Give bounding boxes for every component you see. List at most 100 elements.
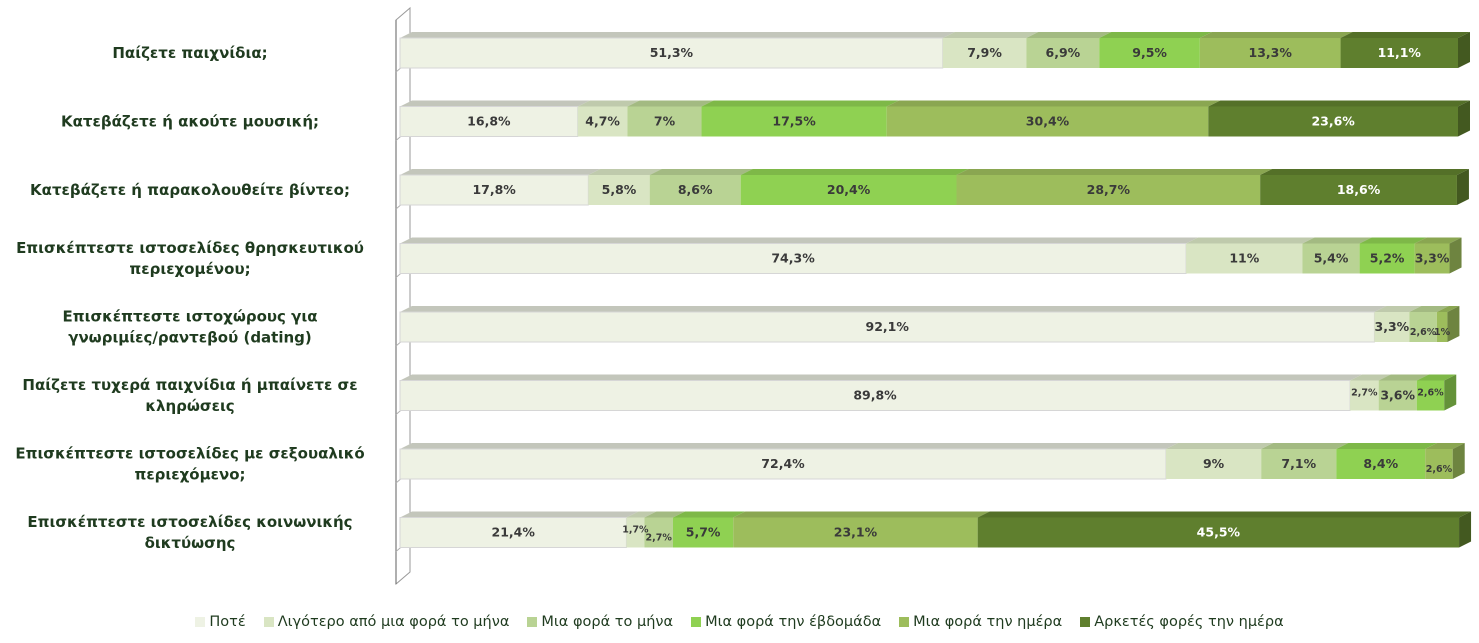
bar-segment-top bbox=[1261, 443, 1349, 449]
legend-swatch bbox=[691, 617, 702, 627]
bar-segment bbox=[649, 175, 741, 205]
category-label-line: Κατεβάζετε ή παρακολουθείτε βίντεο; bbox=[30, 181, 350, 199]
bar-segment-side bbox=[1458, 100, 1470, 137]
bar-segment-top bbox=[1359, 237, 1427, 244]
legend-label: Λιγότερο από μια φορά το μήνα bbox=[277, 614, 510, 630]
data-label: 6,9% bbox=[1046, 45, 1081, 60]
bar-segment bbox=[1340, 38, 1458, 68]
data-label: 51,3% bbox=[650, 45, 694, 60]
bar-segment-side bbox=[1459, 511, 1472, 548]
data-label: 2,6% bbox=[1410, 327, 1437, 338]
bar-segment-top bbox=[672, 511, 746, 518]
bar-segment-top bbox=[1302, 237, 1372, 244]
bar-segment-top bbox=[1165, 443, 1274, 449]
bar-segment bbox=[956, 175, 1261, 205]
data-label: 8,6% bbox=[678, 182, 713, 197]
data-label: 5,8% bbox=[602, 182, 637, 197]
data-label: 21,4% bbox=[492, 525, 536, 540]
category-label-line: γνωριμίες/ραντεβού (dating) bbox=[68, 329, 312, 347]
bar-segment-top bbox=[400, 237, 1199, 244]
data-label: 3,3% bbox=[1375, 319, 1410, 334]
legend-item: Μια φορά το μήνα bbox=[527, 614, 673, 630]
bar-segment bbox=[1199, 38, 1341, 68]
value-labels: 51,3% 7,9% 6,9% 9,5% 13,3% 11,1% 16,8% 4,7% 7% 17… bbox=[467, 45, 1452, 544]
bar-segment-top bbox=[1186, 237, 1315, 244]
bar-segment bbox=[588, 175, 650, 205]
category-labels: Παίζετε παιχνίδια; Κατεβάζετε ή ακούτε μο… bbox=[15, 44, 364, 552]
category-label: Κατεβάζετε ή ακούτε μουσική; bbox=[61, 113, 319, 131]
data-label: 28,7% bbox=[1087, 182, 1131, 197]
bar-segment-top bbox=[701, 100, 899, 107]
category-label: Επισκέπτεστε ιστοσελίδες κοινωνικής δικτύ… bbox=[27, 513, 352, 552]
bar-segment-top bbox=[1414, 237, 1462, 244]
legend-item: Λιγότερο από μια φορά το μήνα bbox=[263, 614, 510, 630]
category-label: Επισκέπτεστε ιστοχώρους για γνωριμίες/ραν… bbox=[62, 308, 317, 347]
legend-swatch bbox=[195, 617, 206, 627]
bar-segment bbox=[399, 106, 579, 137]
data-label: 13,3% bbox=[1249, 45, 1293, 60]
category-label-line: Κατεβάζετε ή ακούτε μουσική; bbox=[61, 113, 319, 131]
data-label: 4,7% bbox=[585, 114, 620, 129]
category-label: Επισκέπτεστε ιστοσελίδες με σεξουαλικό πε… bbox=[15, 445, 364, 484]
bar-segment-top bbox=[649, 169, 753, 175]
category-label: Παίζετε παιχνίδια; bbox=[112, 44, 267, 62]
bar-segment bbox=[1099, 38, 1200, 68]
category-label-line: Παίζετε τυχερά παιχνίδια ή μπαίνετε σε bbox=[22, 376, 357, 394]
data-label: 11,1% bbox=[1378, 45, 1422, 60]
legend-swatch bbox=[899, 617, 910, 627]
data-label: 7,9% bbox=[967, 45, 1002, 60]
data-label: 2,6% bbox=[1417, 388, 1444, 399]
legend-label: Μια φορά το μήνα bbox=[541, 614, 674, 630]
bar-segment-top bbox=[1350, 374, 1391, 381]
bar-segment-side bbox=[1447, 306, 1460, 342]
data-label: 9% bbox=[1203, 456, 1225, 471]
data-label: 2,7% bbox=[1351, 388, 1378, 399]
bar-segment-top bbox=[588, 169, 662, 175]
bar-segment-top bbox=[1026, 32, 1112, 38]
bar-segment-top bbox=[400, 511, 639, 518]
data-label: 89,8% bbox=[853, 388, 897, 403]
bar-segment-top bbox=[1436, 306, 1460, 312]
bar-segment bbox=[1374, 312, 1410, 342]
category-label-line: Επισκέπτεστε ιστοσελίδες κοινωνικής bbox=[27, 513, 352, 531]
data-label: 9,5% bbox=[1132, 45, 1167, 60]
bar-segment bbox=[399, 380, 1351, 411]
data-label: 30,4% bbox=[1026, 114, 1070, 129]
category-label-line: Επισκέπτεστε ιστοσελίδες με σεξουαλικό bbox=[15, 445, 364, 463]
bar-segment bbox=[644, 517, 673, 548]
bars bbox=[399, 32, 1472, 548]
legend-label: Αρκετές φορές την ημέρα bbox=[1094, 614, 1284, 630]
data-label: 72,4% bbox=[761, 456, 805, 471]
bar-segment bbox=[977, 517, 1460, 548]
bar-segment bbox=[1409, 312, 1437, 342]
bar-segment-top bbox=[400, 32, 955, 38]
bar-segment bbox=[942, 38, 1027, 68]
bar-segment bbox=[1208, 106, 1458, 137]
chart-back-wall bbox=[395, 6, 411, 586]
bar-segment bbox=[1350, 380, 1379, 411]
bar-segment bbox=[1186, 243, 1303, 274]
bar-segment bbox=[733, 517, 978, 548]
bar-segment-top bbox=[1260, 169, 1469, 175]
data-label: 20,4% bbox=[827, 182, 871, 197]
axis-wall-side bbox=[395, 6, 411, 586]
bar-segment-top bbox=[1425, 443, 1465, 449]
bar-segment-top bbox=[1199, 32, 1353, 38]
data-label: 23,6% bbox=[1311, 114, 1355, 129]
bar-segment bbox=[627, 106, 702, 137]
bar-segment-top bbox=[977, 511, 1472, 518]
category-label-line: Παίζετε παιχνίδια; bbox=[112, 44, 267, 62]
category-label-line: Επισκέπτεστε ιστοσελίδες θρησκευτικού bbox=[16, 239, 364, 257]
data-label: 92,1% bbox=[866, 319, 910, 334]
bar-segment-top bbox=[1208, 100, 1470, 107]
bar-segment bbox=[1336, 449, 1426, 479]
legend-item: Ποτέ bbox=[195, 614, 246, 630]
bar-segment bbox=[886, 106, 1209, 137]
data-label: 16,8% bbox=[467, 114, 511, 129]
legend-swatch bbox=[263, 617, 274, 627]
data-label: 45,5% bbox=[1197, 525, 1241, 540]
bar-segment-top bbox=[1378, 374, 1429, 381]
bar-segment-top bbox=[400, 306, 1387, 312]
bar-segment-top bbox=[400, 443, 1178, 449]
bar-segment bbox=[740, 175, 957, 205]
